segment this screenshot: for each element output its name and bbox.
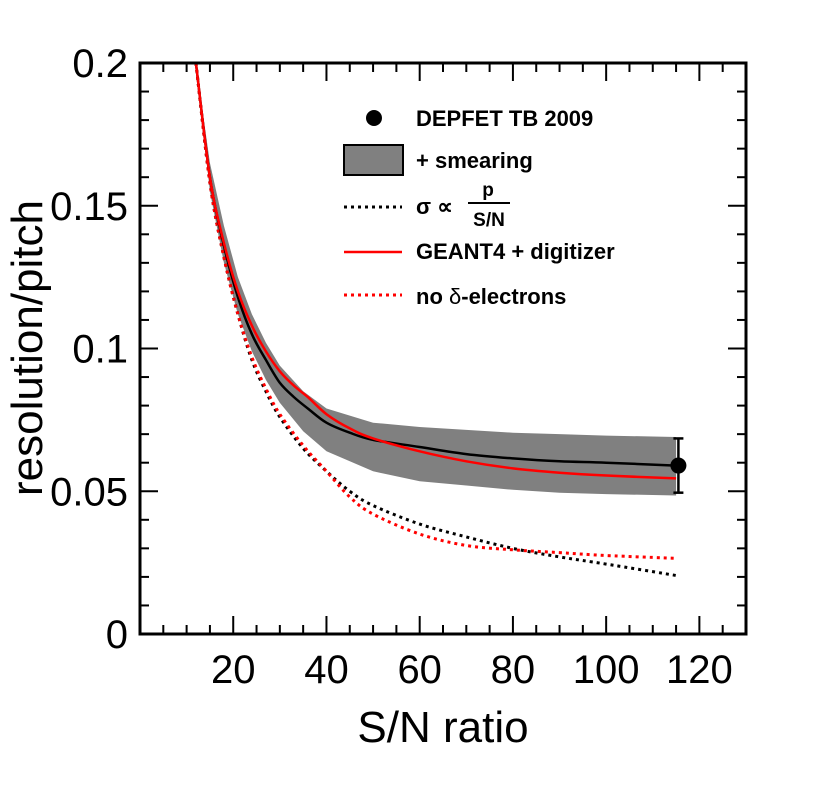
x-tick-label: 120 [666,648,733,692]
plot-curves [194,63,677,577]
legend-nodelta-suffix: -electrons [461,284,566,309]
legend-data-marker [366,110,382,126]
x-tick-label: 40 [304,648,349,692]
y-tick-label: 0.15 [50,185,128,229]
x-tick-label: 100 [573,648,640,692]
series-line-1 [194,63,677,480]
plot-area [194,63,687,577]
y-axis-title: resolution/pitch [3,200,52,496]
legend-data-label: DEPFET TB 2009 [416,106,593,131]
data-point [670,457,687,474]
x-tick-label: 80 [491,648,536,692]
y-tick-label: 0.1 [72,328,128,372]
x-axis-title: S/N ratio [357,703,528,752]
legend-band-swatch [343,144,404,176]
legend-geant-label: GEANT4 + digitizer [416,239,615,264]
y-tick-label: 0 [106,613,128,657]
legend-band-label: + smearing [416,148,533,173]
legend-nodelta-delta: δ [449,284,461,309]
legend-nodelta-prefix: no [416,284,449,309]
legend-sigma-denominator: S/N [473,210,505,231]
series-line-3 [194,63,677,560]
x-tick-label: 60 [397,648,442,692]
x-tick-label: 20 [211,648,256,692]
smearing-band [195,63,677,496]
tick-labels: 20 40 60 80 100 120 0 0.05 0.1 0.15 0.2 [50,42,733,692]
legend-sigma-numerator: p [482,180,494,201]
legend-sigma-prefix: σ ∝ [416,194,453,219]
series-line-2 [194,63,677,577]
plot-frame [138,61,748,636]
legend-nodelta-label: no δ-electrons [416,284,566,309]
legend: DEPFET TB 2009 + smearing σ ∝ p S/N GEAN… [343,106,615,309]
y-tick-label: 0.2 [72,42,128,86]
y-tick-label: 0.05 [50,470,128,514]
